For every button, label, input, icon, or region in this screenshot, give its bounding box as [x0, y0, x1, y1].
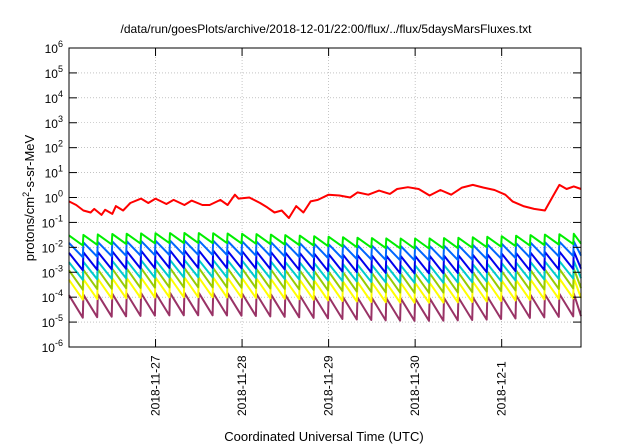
- y-tick-label: 10-6: [42, 338, 63, 355]
- y-tick-label: 100: [45, 189, 63, 206]
- y-tick-exp: -4: [55, 288, 63, 298]
- x-tick-label: 2018-11-28: [235, 355, 249, 416]
- x-tick-label: 2018-11-29: [322, 355, 336, 416]
- y-tick-label: 10-4: [42, 288, 63, 305]
- y-axis-title-pre: protons/cm: [22, 197, 37, 261]
- y-tick-base: 10: [42, 291, 56, 305]
- y-axis-title: protons/cm2-s-sr-MeV: [21, 134, 37, 261]
- y-axis-title-sup: 2: [21, 192, 31, 197]
- y-tick-label: 10-1: [42, 213, 63, 230]
- y-tick-exp: -3: [55, 263, 63, 273]
- y-tick-exp: -5: [55, 313, 63, 323]
- y-tick-exp: 1: [58, 164, 63, 174]
- y-tick-label: 10-2: [42, 238, 63, 255]
- y-tick-label: 101: [45, 164, 63, 181]
- chart-title: /data/run/goesPlots/archive/2018-12-01/2…: [121, 22, 533, 36]
- y-tick-label: 10-5: [42, 313, 63, 330]
- y-tick-base: 10: [42, 216, 56, 230]
- series-layer: [68, 183, 582, 322]
- y-axis-title-post: -s-sr-MeV: [22, 134, 37, 191]
- series-line-1: [68, 232, 582, 250]
- y-tick-exp: -2: [55, 238, 63, 248]
- y-tick-base: 10: [45, 67, 59, 81]
- y-tick-exp: 0: [58, 189, 63, 199]
- y-tick-base: 10: [45, 117, 59, 131]
- y-tick-exp: -1: [55, 213, 63, 223]
- y-tick-label: 103: [45, 114, 63, 131]
- series-line-5: [68, 266, 582, 294]
- ticks: [69, 47, 581, 348]
- y-tick-exp: 5: [58, 64, 63, 74]
- y-tick-base: 10: [42, 341, 56, 355]
- y-tick-exp: 3: [58, 114, 63, 124]
- y-tick-exp: 6: [58, 39, 63, 49]
- y-tick-label: 102: [45, 139, 63, 156]
- y-tick-base: 10: [45, 167, 59, 181]
- y-tick-base: 10: [42, 266, 56, 280]
- y-tick-base: 10: [45, 142, 59, 156]
- x-tick-label: 2018-12-1: [495, 361, 509, 416]
- y-tick-label: 105: [45, 64, 63, 81]
- y-tick-exp: 4: [58, 89, 63, 99]
- y-tick-base: 10: [45, 92, 59, 106]
- y-tick-labels: 10610510410310210110010-110-210-310-410-…: [42, 39, 63, 355]
- x-tick-labels: 2018-11-27 2018-11-28 2018-11-29 2018-11-30…: [149, 355, 509, 416]
- y-tick-base: 10: [45, 192, 59, 206]
- series-line-0: [68, 183, 582, 219]
- y-tick-base: 10: [42, 241, 56, 255]
- y-tick-exp: 2: [58, 139, 63, 149]
- y-tick-label: 104: [45, 89, 63, 106]
- y-tick-base: 10: [42, 316, 56, 330]
- x-tick-label: 2018-11-30: [408, 355, 422, 416]
- y-tick-label: 106: [45, 39, 63, 56]
- series-line-4: [68, 258, 582, 284]
- x-axis-title: Coordinated Universal Time (UTC): [224, 429, 423, 444]
- y-tick-base: 10: [45, 42, 59, 56]
- y-tick-label: 10-3: [42, 263, 63, 280]
- y-tick-exp: -6: [55, 338, 63, 348]
- x-tick-label: 2018-11-27: [149, 355, 163, 416]
